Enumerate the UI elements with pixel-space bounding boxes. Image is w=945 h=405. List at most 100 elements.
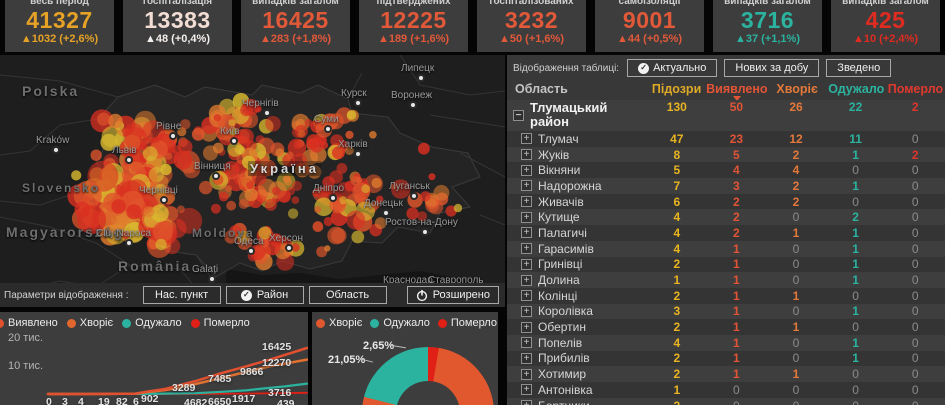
table-row[interactable]: + Обертин 2 1 1 0 0 bbox=[507, 319, 945, 335]
table-row[interactable]: + Палагичі 4 2 1 1 0 bbox=[507, 225, 945, 241]
cell-value: 5 bbox=[733, 147, 740, 162]
cell-value: 12 bbox=[789, 131, 803, 146]
check-icon: ✓ bbox=[638, 62, 650, 74]
city-label: Київ bbox=[220, 126, 240, 137]
expand-icon[interactable]: + bbox=[521, 164, 532, 176]
legend-label: Виявлено bbox=[8, 317, 58, 329]
stat-card-delta: ▲283 (+1,8%) bbox=[259, 33, 332, 45]
row-label: Тлумацький район bbox=[530, 100, 608, 129]
stat-card-value: 425 bbox=[865, 7, 906, 33]
tab-summary[interactable]: Зведено bbox=[826, 59, 892, 77]
stat-card-delta: ▲44 (+0,5%) bbox=[616, 33, 682, 45]
column-header-5[interactable]: Померло bbox=[886, 82, 945, 96]
expand-icon[interactable]: + bbox=[521, 305, 532, 317]
map-mode-region-button[interactable]: Область bbox=[308, 286, 387, 304]
expand-icon[interactable]: + bbox=[521, 274, 532, 286]
table-row[interactable]: + Гринівці 2 1 0 1 0 bbox=[507, 256, 945, 273]
case-bubble bbox=[213, 114, 221, 122]
expand-icon[interactable]: + bbox=[521, 384, 532, 396]
cell-value: 0 bbox=[911, 131, 919, 146]
country-label: Magyarország bbox=[6, 224, 125, 240]
column-header-4[interactable]: Одужало bbox=[827, 82, 886, 96]
column-header-2[interactable]: Виявлено bbox=[706, 82, 768, 101]
expand-icon[interactable]: + bbox=[521, 321, 532, 333]
table-row[interactable]: + Живачів 6 2 2 0 0 bbox=[507, 193, 945, 210]
cell-value: 1 bbox=[852, 273, 859, 288]
case-bubble bbox=[283, 175, 291, 183]
expand-icon[interactable]: + bbox=[521, 243, 532, 255]
city-dot bbox=[169, 132, 177, 140]
cell-value: 0 bbox=[911, 320, 919, 335]
tab-actual[interactable]: ✓ Актуально bbox=[627, 59, 718, 77]
expand-icon[interactable]: + bbox=[521, 196, 532, 208]
map-advanced-button[interactable]: Розширено bbox=[406, 286, 499, 304]
case-bubble bbox=[285, 151, 294, 160]
tab-new-daily[interactable]: Нових за добу bbox=[724, 59, 820, 77]
cell-value: 2 bbox=[673, 320, 681, 335]
expand-icon[interactable]: + bbox=[521, 368, 532, 380]
expand-icon[interactable]: + bbox=[521, 258, 532, 270]
cell-value: 4 bbox=[673, 210, 681, 225]
y-axis-tick: 20 тис. bbox=[8, 332, 44, 344]
table-row[interactable]: + Кутище 4 2 0 2 0 bbox=[507, 209, 945, 226]
column-header-1[interactable]: Підозри bbox=[647, 82, 706, 96]
stat-card-value: 3232 bbox=[504, 7, 559, 33]
expand-icon[interactable]: + bbox=[521, 180, 532, 192]
map-mode-district-button[interactable]: ✓ Район bbox=[225, 286, 304, 304]
cell-value: 0 bbox=[852, 367, 859, 382]
row-label: Прибилів bbox=[538, 351, 590, 366]
legend-item: Виявлено bbox=[0, 317, 58, 329]
case-bubble bbox=[371, 200, 380, 210]
table-row[interactable]: + Королівка 3 1 0 1 0 bbox=[507, 303, 945, 320]
covid-bubbles-map[interactable] bbox=[0, 55, 505, 307]
column-header-0[interactable]: Область bbox=[507, 82, 647, 96]
city-dot bbox=[328, 194, 337, 202]
table-row[interactable]: + Колінці 2 1 1 0 0 bbox=[507, 287, 945, 304]
table-row[interactable]: + Тлумач 47 23 12 11 0 bbox=[507, 131, 945, 147]
expand-icon[interactable]: + bbox=[521, 227, 532, 239]
column-header-label: Підозри bbox=[651, 81, 702, 96]
table-row[interactable]: + Хотимир 2 1 1 0 0 bbox=[507, 366, 945, 382]
map-mode-settlement-button[interactable]: Нас. пункт bbox=[142, 286, 221, 304]
cell-value: 1 bbox=[852, 304, 859, 319]
case-bubble bbox=[77, 205, 107, 235]
table-row[interactable]: + Попелів 4 1 0 1 0 bbox=[507, 334, 945, 351]
city-label: Донецьк bbox=[364, 198, 403, 209]
column-header-3[interactable]: Хворіє bbox=[768, 82, 827, 96]
cell-value: 0 bbox=[852, 382, 859, 397]
cell-value: 0 bbox=[766, 399, 826, 405]
city-dot bbox=[284, 244, 293, 252]
table-row[interactable]: + Вікняни 5 4 4 0 0 bbox=[507, 162, 945, 179]
cell-value: 0 bbox=[792, 273, 800, 288]
case-bubble bbox=[361, 184, 371, 194]
table-row[interactable]: + Надорожна 7 3 2 1 0 bbox=[507, 178, 945, 194]
expand-icon[interactable]: + bbox=[521, 400, 532, 405]
expand-icon[interactable]: + bbox=[521, 290, 532, 302]
cell-value: 1 bbox=[733, 241, 740, 256]
table-row[interactable]: + Жуків 8 5 2 1 2 bbox=[507, 146, 945, 163]
table-row[interactable]: + Антонівка 1 0 0 0 0 bbox=[507, 382, 945, 398]
table-row[interactable]: + Прибилів 2 1 0 1 0 bbox=[507, 350, 945, 367]
table-row[interactable]: − Тлумацький район 130 50 26 22 2 bbox=[507, 100, 945, 131]
row-label: Жуків bbox=[538, 147, 570, 162]
donut-chart-panel: Хворіє Одужало Померло 2,65% 21,05% bbox=[312, 312, 498, 405]
city-label: Дніпро bbox=[313, 183, 345, 194]
case-bubble bbox=[374, 217, 387, 230]
data-point-label: 0 bbox=[46, 396, 52, 405]
stat-card: госпіталізація 13383 ▲48 (+0,4%) bbox=[123, 0, 232, 52]
expand-icon[interactable]: + bbox=[521, 133, 532, 145]
expand-icon[interactable]: + bbox=[521, 337, 532, 349]
expand-icon[interactable]: + bbox=[521, 211, 532, 223]
city-dot bbox=[262, 109, 271, 117]
expand-icon[interactable]: − bbox=[513, 109, 524, 121]
table-row[interactable]: + Долина 1 1 0 1 0 bbox=[507, 272, 945, 288]
table-row[interactable]: +Бортники20000 bbox=[507, 397, 945, 405]
cell-value: 1 bbox=[673, 382, 681, 397]
cell-value: 1 bbox=[733, 335, 740, 350]
cell-value: 8 bbox=[673, 147, 681, 162]
case-bubble bbox=[312, 221, 324, 233]
table-row[interactable]: + Гарасимів 4 1 0 1 0 bbox=[507, 240, 945, 257]
expand-icon[interactable]: + bbox=[521, 149, 532, 161]
expand-icon[interactable]: + bbox=[521, 352, 532, 364]
table-body: − Тлумацький район 130 50 26 22 2 + Тлумач 47 23 12… bbox=[507, 100, 945, 405]
